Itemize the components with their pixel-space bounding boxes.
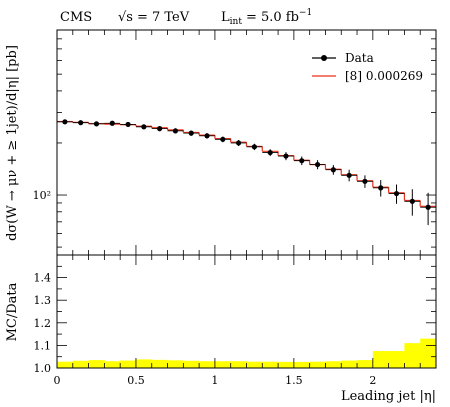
data-point-14 <box>283 153 289 159</box>
x-axis-title: Leading jet |η| <box>341 389 436 404</box>
lumi-value: = 5.0 fb <box>246 10 299 25</box>
lumi-label: Lint = 5.0 fb−1 <box>221 8 312 27</box>
legend-mc-label: [8] 0.000269 <box>345 69 423 83</box>
ratio-ticks: 0 0.5 1 1.5 2 1.0 1.1 1.2 1.3 1.4 <box>34 254 437 387</box>
lumi-subscript: int <box>230 17 243 27</box>
ratio-band-bin-20 <box>372 351 390 368</box>
data-point-11 <box>236 140 242 146</box>
x-tick-label-3: 1.5 <box>285 374 303 387</box>
data-point-19 <box>362 178 368 184</box>
ratio-band-bin-13 <box>262 361 279 368</box>
main-y-tick-label-0: 10² <box>33 189 51 202</box>
ratio-band-bin-0 <box>57 361 74 368</box>
data-point-15 <box>299 158 305 164</box>
main-panel: 10² dσ(W → μν + ≥ 1jet)/d|η| [pb] Data [… <box>5 29 437 256</box>
x-tick-label-2: 1 <box>211 374 218 387</box>
ratio-panel: 0 0.5 1 1.5 2 1.0 1.1 1.2 1.3 1.4 MC/Data Leading… <box>5 254 437 404</box>
data-point-13 <box>267 149 273 156</box>
ratio-y-axis-title: MC/Data <box>5 282 20 341</box>
data-point-3 <box>109 120 115 126</box>
legend-data-label: Data <box>345 51 374 65</box>
ratio-band-bin-23 <box>420 338 437 368</box>
data-point-12 <box>251 144 257 150</box>
main-y-axis-title: dσ(W → μν + ≥ 1jet)/d|η| [pb] <box>5 45 20 241</box>
ratio-y-tick-label-1: 1.1 <box>34 339 52 352</box>
data-point-4 <box>125 121 131 128</box>
ratio-y-tick-label-0: 1.0 <box>34 362 52 375</box>
data-point-8 <box>188 130 194 136</box>
main-ticks: 10² <box>33 29 437 255</box>
data-point-6 <box>157 126 163 132</box>
ratio-band-bin-4 <box>120 360 137 368</box>
ratio-band-bin-17 <box>325 361 342 368</box>
x-tick-label-1: 0.5 <box>127 374 145 387</box>
ratio-band-bin-12 <box>246 361 263 368</box>
data-point-23 <box>425 204 431 210</box>
ratio-band-bin-15 <box>293 361 311 368</box>
x-tick-label-0: 0 <box>54 374 61 387</box>
energy-symbol: √s <box>118 10 133 25</box>
data-point-21 <box>393 190 400 197</box>
data-point-5 <box>141 124 147 130</box>
data-point-7 <box>172 128 179 134</box>
ratio-band-bin-19 <box>357 360 374 368</box>
energy-label: √s = 7 TeV <box>118 10 190 25</box>
ratio-band-bin-9 <box>199 361 216 368</box>
data-point-16 <box>314 161 321 168</box>
legend-data-marker <box>321 55 327 61</box>
ratio-band-bin-3 <box>104 361 121 368</box>
lumi-exponent: −1 <box>299 8 312 18</box>
data-point-18 <box>346 172 352 178</box>
data-point-0 <box>62 119 68 125</box>
energy-value: = 7 TeV <box>137 10 190 25</box>
data-point-10 <box>220 136 226 142</box>
ratio-band-bin-5 <box>135 359 153 368</box>
data-point-22 <box>409 198 415 204</box>
legend: Data [8] 0.000269 <box>312 51 423 83</box>
ratio-y-tick-label-2: 1.2 <box>34 317 52 330</box>
ratio-band-bin-2 <box>88 360 105 368</box>
ratio-band-bin-10 <box>214 361 232 368</box>
data-point-2 <box>93 121 100 127</box>
ratio-band-bin-21 <box>388 351 405 368</box>
data-point-17 <box>330 167 336 173</box>
data-point-1 <box>78 120 84 126</box>
ratio-y-tick-label-4: 1.4 <box>34 272 52 285</box>
ratio-band-bin-7 <box>167 360 184 368</box>
experiment-label: CMS <box>60 10 92 25</box>
ratio-band-bin-8 <box>183 360 200 368</box>
ratio-plot-area <box>57 338 437 368</box>
ratio-band-bin-1 <box>72 360 89 368</box>
ratio-band-bin-11 <box>230 361 247 368</box>
lumi-symbol: L <box>221 10 230 25</box>
data-point-9 <box>204 133 210 139</box>
ratio-band-bin-22 <box>404 343 421 368</box>
ratio-y-tick-label-3: 1.3 <box>34 294 52 307</box>
ratio-band-bin-14 <box>278 361 295 368</box>
ratio-band-bin-6 <box>151 359 168 368</box>
ratio-band-bin-16 <box>309 361 326 368</box>
data-point-20 <box>378 185 384 191</box>
x-tick-label-4: 2 <box>369 374 376 387</box>
main-plot-area <box>57 119 436 226</box>
ratio-band-bin-18 <box>341 360 358 368</box>
